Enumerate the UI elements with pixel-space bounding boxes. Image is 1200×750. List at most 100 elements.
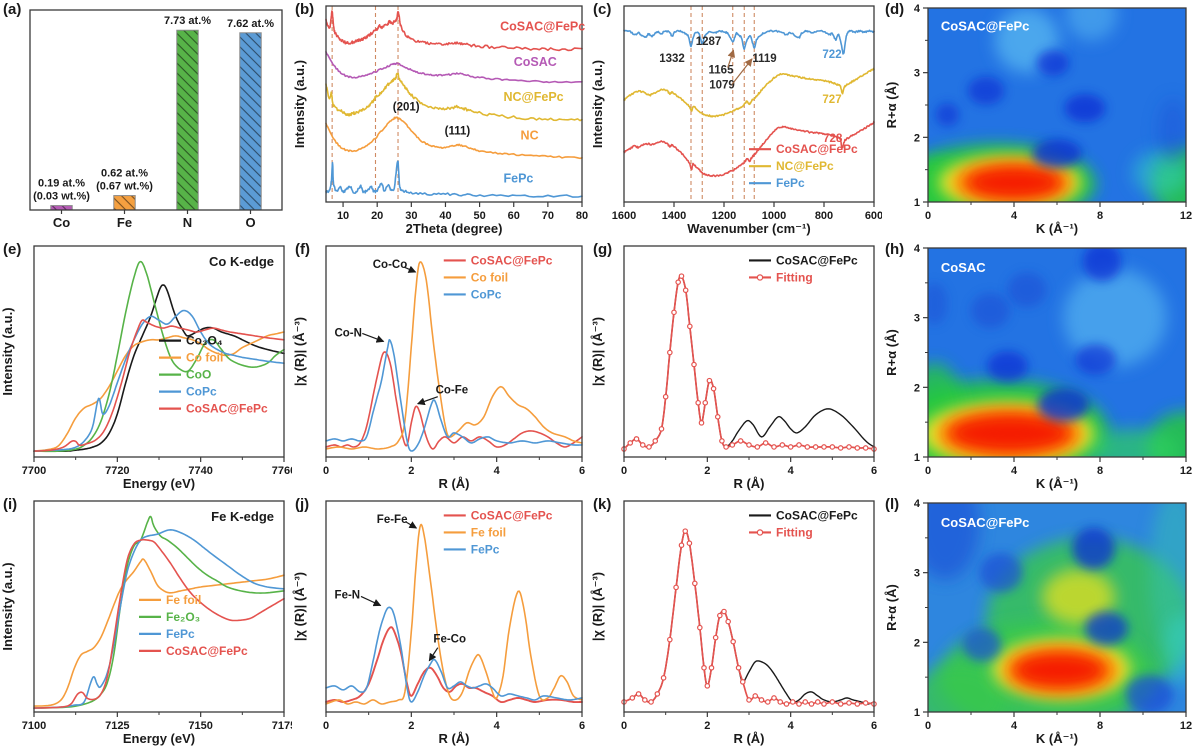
panel-label-b: (b) — [295, 1, 315, 18]
svg-text:7740: 7740 — [188, 465, 212, 477]
svg-text:50: 50 — [473, 210, 485, 222]
svg-text:R+α (Å): R+α (Å) — [884, 329, 899, 376]
panel-label-d: (d) — [885, 1, 905, 18]
svg-text:0: 0 — [323, 720, 329, 732]
svg-text:NC@FePc: NC@FePc — [503, 90, 563, 104]
svg-text:7.73 at.%: 7.73 at.% — [164, 15, 211, 27]
svg-text:1287: 1287 — [696, 36, 722, 48]
svg-text:CoSAC@FePc: CoSAC@FePc — [500, 20, 585, 34]
svg-text:Co₃O₄: Co₃O₄ — [186, 334, 223, 348]
svg-text:4: 4 — [494, 720, 501, 732]
panel-g: (g) 0 2 4 6 R (Å) |χ (R)| (Å⁻³) CoSAC@FePc Fitti… — [590, 240, 882, 495]
svg-text:0: 0 — [621, 720, 627, 732]
svg-text:R (Å): R (Å) — [438, 476, 469, 491]
svg-text:7.62 at.%: 7.62 at.% — [227, 18, 274, 30]
svg-text:CoSAC@FePc: CoSAC@FePc — [941, 18, 1030, 33]
svg-text:1079: 1079 — [709, 80, 735, 92]
svg-text:600: 600 — [865, 210, 882, 222]
svg-text:CoSAC@FePc: CoSAC@FePc — [776, 142, 858, 156]
chart-a-elemental-content-bar: 0.19 at.%(0.03 wt.%) Co 0.62 at.%(0.67 wt.… — [29, 9, 283, 230]
svg-text:Fitting: Fitting — [776, 270, 813, 284]
svg-text:FePc: FePc — [471, 542, 500, 556]
svg-text:Fitting: Fitting — [776, 525, 813, 539]
svg-text:|χ (R)| (Å⁻³): |χ (R)| (Å⁻³) — [590, 317, 605, 386]
panel-j: (j) 0 2 4 6 R (Å) |χ (R)| (Å⁻³) Fe-Fe Fe-N Fe-Co C… — [292, 495, 590, 750]
svg-text:Energy (eV): Energy (eV) — [123, 476, 195, 491]
svg-text:4: 4 — [1011, 210, 1018, 222]
svg-text:(0.03 wt.%): (0.03 wt.%) — [33, 191, 90, 203]
svg-text:0: 0 — [925, 210, 931, 222]
svg-text:2: 2 — [408, 465, 414, 477]
svg-text:2: 2 — [914, 132, 920, 144]
svg-text:CoSAC@FePc: CoSAC@FePc — [941, 515, 1030, 530]
svg-text:R (Å): R (Å) — [438, 731, 469, 746]
svg-text:Wavenumber (cm⁻¹): Wavenumber (cm⁻¹) — [687, 221, 810, 236]
svg-text:K (Å⁻¹): K (Å⁻¹) — [1036, 221, 1078, 236]
panel-label-a: (a) — [3, 1, 22, 18]
svg-text:7700: 7700 — [22, 465, 46, 477]
svg-text:1119: 1119 — [752, 53, 776, 65]
svg-text:727: 727 — [822, 94, 841, 106]
svg-text:R+α (Å): R+α (Å) — [884, 82, 899, 129]
svg-text:3: 3 — [914, 568, 920, 580]
svg-text:800: 800 — [815, 210, 833, 222]
svg-text:R (Å): R (Å) — [733, 476, 764, 491]
panel-label-e: (e) — [3, 241, 22, 258]
svg-text:|χ (R)| (Å⁻³): |χ (R)| (Å⁻³) — [590, 572, 605, 641]
svg-text:2Theta (degree): 2Theta (degree) — [406, 221, 503, 236]
panel-label-j: (j) — [295, 496, 310, 513]
svg-text:4: 4 — [1011, 720, 1018, 732]
svg-text:Co-N: Co-N — [334, 327, 361, 339]
panel-label-l: (l) — [885, 496, 900, 513]
svg-text:CoSAC@FePc: CoSAC@FePc — [186, 402, 268, 416]
svg-text:Co: Co — [53, 215, 70, 230]
svg-text:NC: NC — [521, 129, 539, 143]
svg-text:FePc: FePc — [776, 176, 805, 190]
svg-text:8: 8 — [1097, 720, 1103, 732]
svg-text:6: 6 — [579, 465, 585, 477]
svg-text:NC@FePc: NC@FePc — [776, 159, 834, 173]
svg-text:Fe-N: Fe-N — [335, 589, 361, 601]
svg-text:7100: 7100 — [22, 720, 46, 732]
chart-e-co-k-edge-xanes: 7700 7720 7740 7760 Energy (eV) Intensity (a.… — [0, 245, 292, 491]
panel-f: (f) 0 2 4 6 R (Å) |χ (R)| (Å⁻³) Co-Co Co-N Co-Fe C… — [292, 240, 590, 495]
svg-text:0: 0 — [925, 465, 931, 477]
svg-text:1000: 1000 — [762, 210, 786, 222]
svg-text:7150: 7150 — [188, 720, 212, 732]
svg-text:Co foil: Co foil — [471, 270, 508, 284]
svg-text:30: 30 — [405, 210, 417, 222]
svg-text:Fe K-edge: Fe K-edge — [211, 509, 274, 524]
svg-text:80: 80 — [576, 210, 588, 222]
panel-label-c: (c) — [593, 1, 612, 18]
svg-text:(0.67 wt.%): (0.67 wt.%) — [96, 181, 153, 193]
svg-text:Co K-edge: Co K-edge — [209, 254, 274, 269]
svg-text:CoSAC: CoSAC — [941, 260, 986, 275]
svg-text:722: 722 — [822, 49, 841, 61]
svg-text:CoO: CoO — [186, 368, 211, 382]
svg-text:Intensity (a.u.): Intensity (a.u.) — [292, 60, 307, 148]
panel-a: (a) 0.19 at.% (0.03 wt.%) Co 0.62 at.% (0.67 … — [0, 0, 292, 240]
panel-label-k: (k) — [593, 496, 612, 513]
svg-text:6: 6 — [871, 465, 877, 477]
svg-text:O: O — [245, 215, 255, 230]
svg-text:1600: 1600 — [612, 210, 636, 222]
svg-text:N: N — [183, 215, 192, 230]
svg-text:Energy (eV): Energy (eV) — [123, 731, 195, 746]
svg-text:4: 4 — [914, 3, 921, 15]
svg-text:Intensity (a.u.): Intensity (a.u.) — [0, 562, 15, 650]
svg-text:4: 4 — [914, 243, 921, 255]
svg-text:0: 0 — [925, 720, 931, 732]
svg-text:7125: 7125 — [105, 720, 129, 732]
chart-c-ftir-spectra: 1600 1400 1200 1000 800 600 Wavenumber (cm⁻¹) I… — [590, 5, 882, 236]
svg-text:R+α (Å): R+α (Å) — [884, 584, 899, 631]
svg-text:1: 1 — [914, 707, 920, 719]
svg-text:6: 6 — [871, 720, 877, 732]
svg-text:20: 20 — [371, 210, 383, 222]
svg-text:2: 2 — [914, 637, 920, 649]
panel-label-h: (h) — [885, 241, 905, 258]
svg-text:CoSAC@FePc: CoSAC@FePc — [471, 508, 553, 522]
panel-h: (h) 0 4 8 12 1 2 3 4 K (Å⁻¹) R+α (Å) CoSAC — [882, 240, 1200, 495]
panel-e: (e) 7700 7720 7740 7760 Energy (eV) Intensity … — [0, 240, 292, 495]
